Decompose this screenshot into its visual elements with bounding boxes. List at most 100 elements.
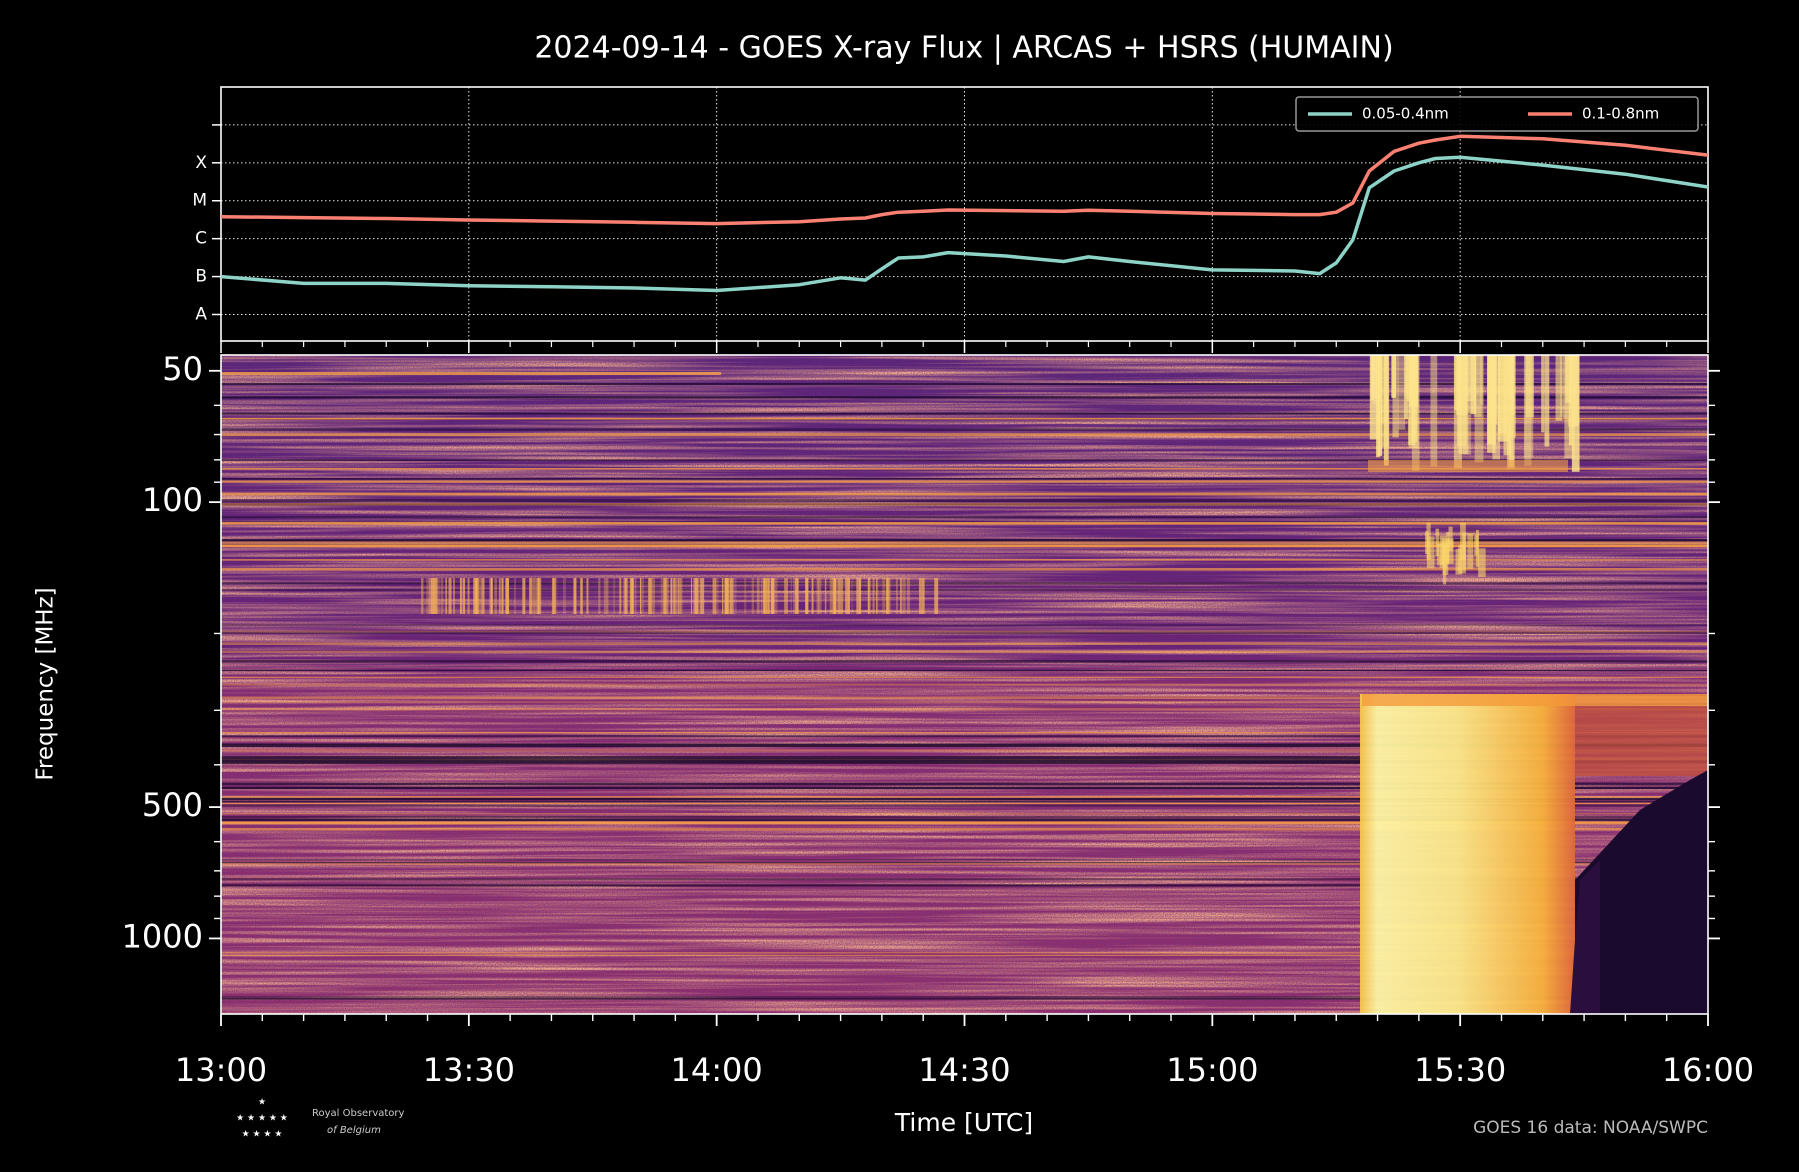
rfi-line (221, 630, 1708, 633)
x-axis-label: Time [UTC] (894, 1108, 1033, 1137)
dark-band (221, 756, 1361, 764)
striation (906, 578, 911, 614)
striation (886, 578, 888, 614)
x-tick-label: 14:30 (918, 1051, 1010, 1089)
striation (837, 578, 842, 614)
striation (618, 578, 622, 614)
striation (811, 578, 814, 614)
striation (677, 578, 680, 614)
striation (677, 578, 682, 614)
rfi-line (221, 539, 1708, 542)
striation (763, 578, 767, 614)
burst-streak (1369, 355, 1381, 440)
striation (728, 578, 733, 614)
rfi-line (221, 567, 1708, 571)
striation (634, 578, 637, 614)
rfi-line (221, 998, 1708, 1000)
rfi-line (221, 813, 1708, 815)
striation (613, 578, 616, 614)
burst-streak (1460, 522, 1466, 560)
logo-text: of Belgium (327, 1125, 381, 1136)
rfi-line (221, 468, 1708, 470)
striation (757, 578, 761, 614)
striation (672, 578, 675, 614)
burst-streak (1380, 355, 1390, 447)
striation (603, 578, 608, 614)
rfi-line (221, 797, 1708, 801)
striation (580, 578, 583, 614)
striation (815, 578, 820, 614)
rfi-line (221, 701, 1708, 703)
striation (453, 578, 455, 614)
striation (428, 578, 431, 614)
rfi-line (221, 417, 1708, 420)
striation (522, 578, 526, 614)
striation (784, 578, 789, 614)
burst-streak (1398, 355, 1406, 430)
rfi-line (221, 396, 1708, 399)
rfi-line (221, 884, 1708, 887)
rfi-line (221, 878, 1708, 881)
striation (586, 578, 589, 614)
striation (818, 578, 822, 614)
series-line (221, 134, 1708, 226)
rfi-line (221, 642, 1708, 645)
burst-streak (1480, 355, 1484, 405)
rfi-line (221, 522, 1708, 524)
rfi-line (221, 502, 1708, 506)
burst-streak (1425, 531, 1429, 554)
striation (606, 578, 609, 614)
striation (620, 578, 622, 614)
rfi-line (221, 786, 1708, 790)
striation (744, 578, 747, 614)
striation (934, 578, 939, 614)
striation (674, 578, 677, 614)
rfi-line (221, 954, 1708, 956)
striation (900, 578, 902, 614)
striation (767, 578, 771, 614)
striation (732, 578, 734, 614)
striation (501, 578, 504, 614)
burst-streak (1448, 526, 1453, 552)
x-tick-label: 14:00 (671, 1051, 763, 1089)
credit: GOES 16 data: NOAA/SWPC (1473, 1118, 1708, 1138)
logo: ★ ★ ★ ★ ★ ★ ★ ★ ★ ★ (236, 1098, 288, 1140)
burst-region (1360, 694, 1575, 1014)
y-tick-label: A (195, 304, 207, 324)
striation (436, 578, 440, 614)
y-tick-label: B (195, 267, 207, 287)
striation (494, 578, 497, 614)
y-tick-label: 50 (162, 350, 203, 388)
burst-streak (1525, 355, 1534, 418)
burst-streak (1571, 355, 1580, 472)
striation (882, 578, 886, 614)
series-line (221, 155, 1708, 293)
burst-streak (1544, 355, 1550, 447)
striation (856, 578, 858, 614)
dark-region-edge (1570, 860, 1600, 1014)
rfi-line (221, 650, 1708, 654)
striation (564, 578, 566, 614)
striation (421, 578, 424, 614)
rfi-line (221, 383, 1708, 385)
striation (770, 578, 775, 614)
striation (867, 578, 870, 614)
y-tick-label: M (192, 191, 207, 211)
striation (875, 578, 878, 614)
rfi-line (221, 683, 1708, 686)
striation (665, 578, 669, 614)
striation (712, 578, 717, 614)
burst-streak (1465, 355, 1476, 402)
legend-label: 0.05-0.4nm (1362, 105, 1449, 123)
rfi-line (221, 428, 1708, 431)
striation (433, 578, 438, 614)
striation (877, 578, 879, 614)
striation (535, 578, 539, 614)
striation (697, 578, 699, 614)
rfi-line (221, 708, 1708, 711)
striation (499, 578, 504, 614)
striation (774, 578, 778, 614)
striation (773, 578, 775, 614)
